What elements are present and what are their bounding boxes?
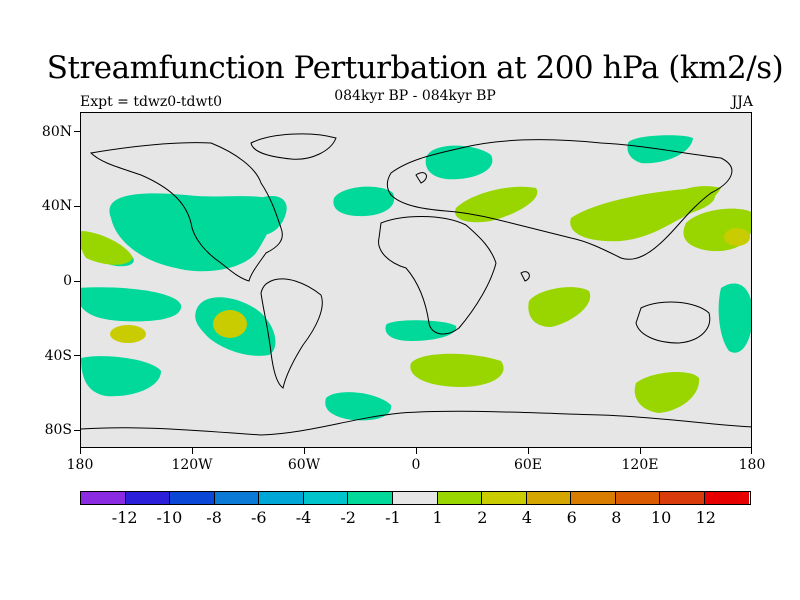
colorbar-swatch (214, 492, 260, 504)
x-tick-mark (751, 448, 752, 454)
y-tick-label: 80N (41, 124, 72, 140)
colorbar-label: -4 (295, 508, 312, 527)
colorbar-label: 12 (695, 508, 716, 527)
map-graphic (81, 133, 751, 436)
negative-region-north-atlantic (333, 186, 395, 217)
strong-positive-south-pacific (110, 325, 146, 343)
colorbar-swatch (615, 492, 661, 504)
x-tick-label: 120W (171, 457, 213, 473)
colorbar (80, 491, 751, 505)
x-tick-label: 60W (287, 457, 321, 473)
colorbar-label: 1 (432, 508, 443, 527)
colorbar-swatch (392, 492, 438, 504)
africa-coast (378, 216, 497, 335)
colorbar-swatch (81, 492, 126, 504)
x-tick-mark (640, 448, 641, 454)
greenland-coast (250, 133, 337, 160)
colorbar-swatch (660, 492, 705, 504)
colorbar-label: 6 (566, 508, 577, 527)
map-panel (80, 112, 752, 448)
y-tick-mark (74, 281, 80, 282)
positive-region-mediterranean (455, 186, 538, 223)
negative-region-south-atlantic (385, 320, 457, 341)
x-tick-label: 0 (411, 457, 421, 473)
colorbar-label: -8 (206, 508, 222, 527)
colorbar-label: 8 (611, 508, 622, 527)
south-america-coast (260, 278, 323, 389)
colorbar-swatch (170, 492, 215, 504)
strong-positive-regions (110, 228, 750, 343)
strong-positive-north-pacific (724, 228, 750, 246)
colorbar-swatch (303, 492, 349, 504)
y-tick-mark (74, 206, 80, 207)
positive-region-south-australia (634, 371, 700, 413)
x-tick-label: 120E (621, 457, 659, 473)
y-tick-mark (74, 430, 80, 431)
x-tick-mark (528, 448, 529, 454)
colorbar-label: 4 (521, 508, 533, 527)
y-tick-mark (74, 355, 80, 356)
negative-region-southern-ocean (325, 392, 392, 421)
y-tick-label: 40N (41, 198, 72, 214)
x-tick-mark (416, 448, 417, 454)
experiment-label: Expt = tdwz0-tdwt0 (80, 94, 223, 110)
colorbar-swatch (526, 492, 572, 504)
plot-subtitle: 084kyr BP - 084kyr BP (334, 88, 496, 104)
coastlines (81, 133, 751, 436)
colorbar-swatch (437, 492, 483, 504)
australia-coast (635, 301, 711, 344)
colorbar-label: -1 (385, 508, 401, 527)
positive-region-equatorial-pacific (81, 231, 133, 265)
colorbar-label: -2 (340, 508, 356, 527)
x-tick-label: 180 (66, 457, 94, 473)
y-tick-label: 40S (44, 348, 72, 364)
y-tick-mark (74, 131, 80, 132)
positive-region-north-pacific-west (661, 186, 721, 216)
colorbar-swatch (482, 492, 527, 504)
negative-region-scandinavia (425, 145, 493, 180)
negative-region-southwest-pacific (81, 356, 161, 397)
islands-coast (415, 172, 530, 282)
strong-positive-southeast-pacific (213, 310, 247, 338)
x-tick-label: 60E (513, 457, 543, 473)
antarctica-coast (81, 410, 751, 436)
colorbar-swatch (571, 492, 616, 504)
y-tick-label: 80S (44, 422, 72, 438)
season-label: JJA (731, 94, 753, 110)
colorbar-swatch (259, 492, 304, 504)
colorbar-label: -12 (111, 508, 138, 527)
negative-region-north-america (246, 195, 287, 236)
positive-region-indian-ocean (528, 287, 591, 327)
colorbar-label: 10 (650, 508, 672, 527)
negative-region-south-pacific (81, 287, 182, 322)
y-tick-label: 0 (63, 273, 72, 289)
north-america-coast (89, 142, 283, 282)
positive-region-south-indian (410, 353, 504, 387)
colorbar-swatch (704, 492, 750, 504)
x-tick-mark (192, 448, 193, 454)
colorbar-label: -6 (251, 508, 267, 527)
eurasia-coast (386, 139, 733, 260)
x-tick-mark (80, 448, 81, 454)
colorbar-label: 2 (477, 508, 488, 527)
x-tick-label: 180 (738, 457, 766, 473)
negative-region-tasman (718, 283, 751, 353)
colorbar-swatch (125, 492, 171, 504)
negative-region-north-pacific (109, 193, 275, 272)
plot-title: Streamfunction Perturbation at 200 hPa (… (46, 50, 784, 86)
x-tick-mark (304, 448, 305, 454)
colorbar-swatch (348, 492, 393, 504)
colorbar-label: -10 (156, 508, 183, 527)
